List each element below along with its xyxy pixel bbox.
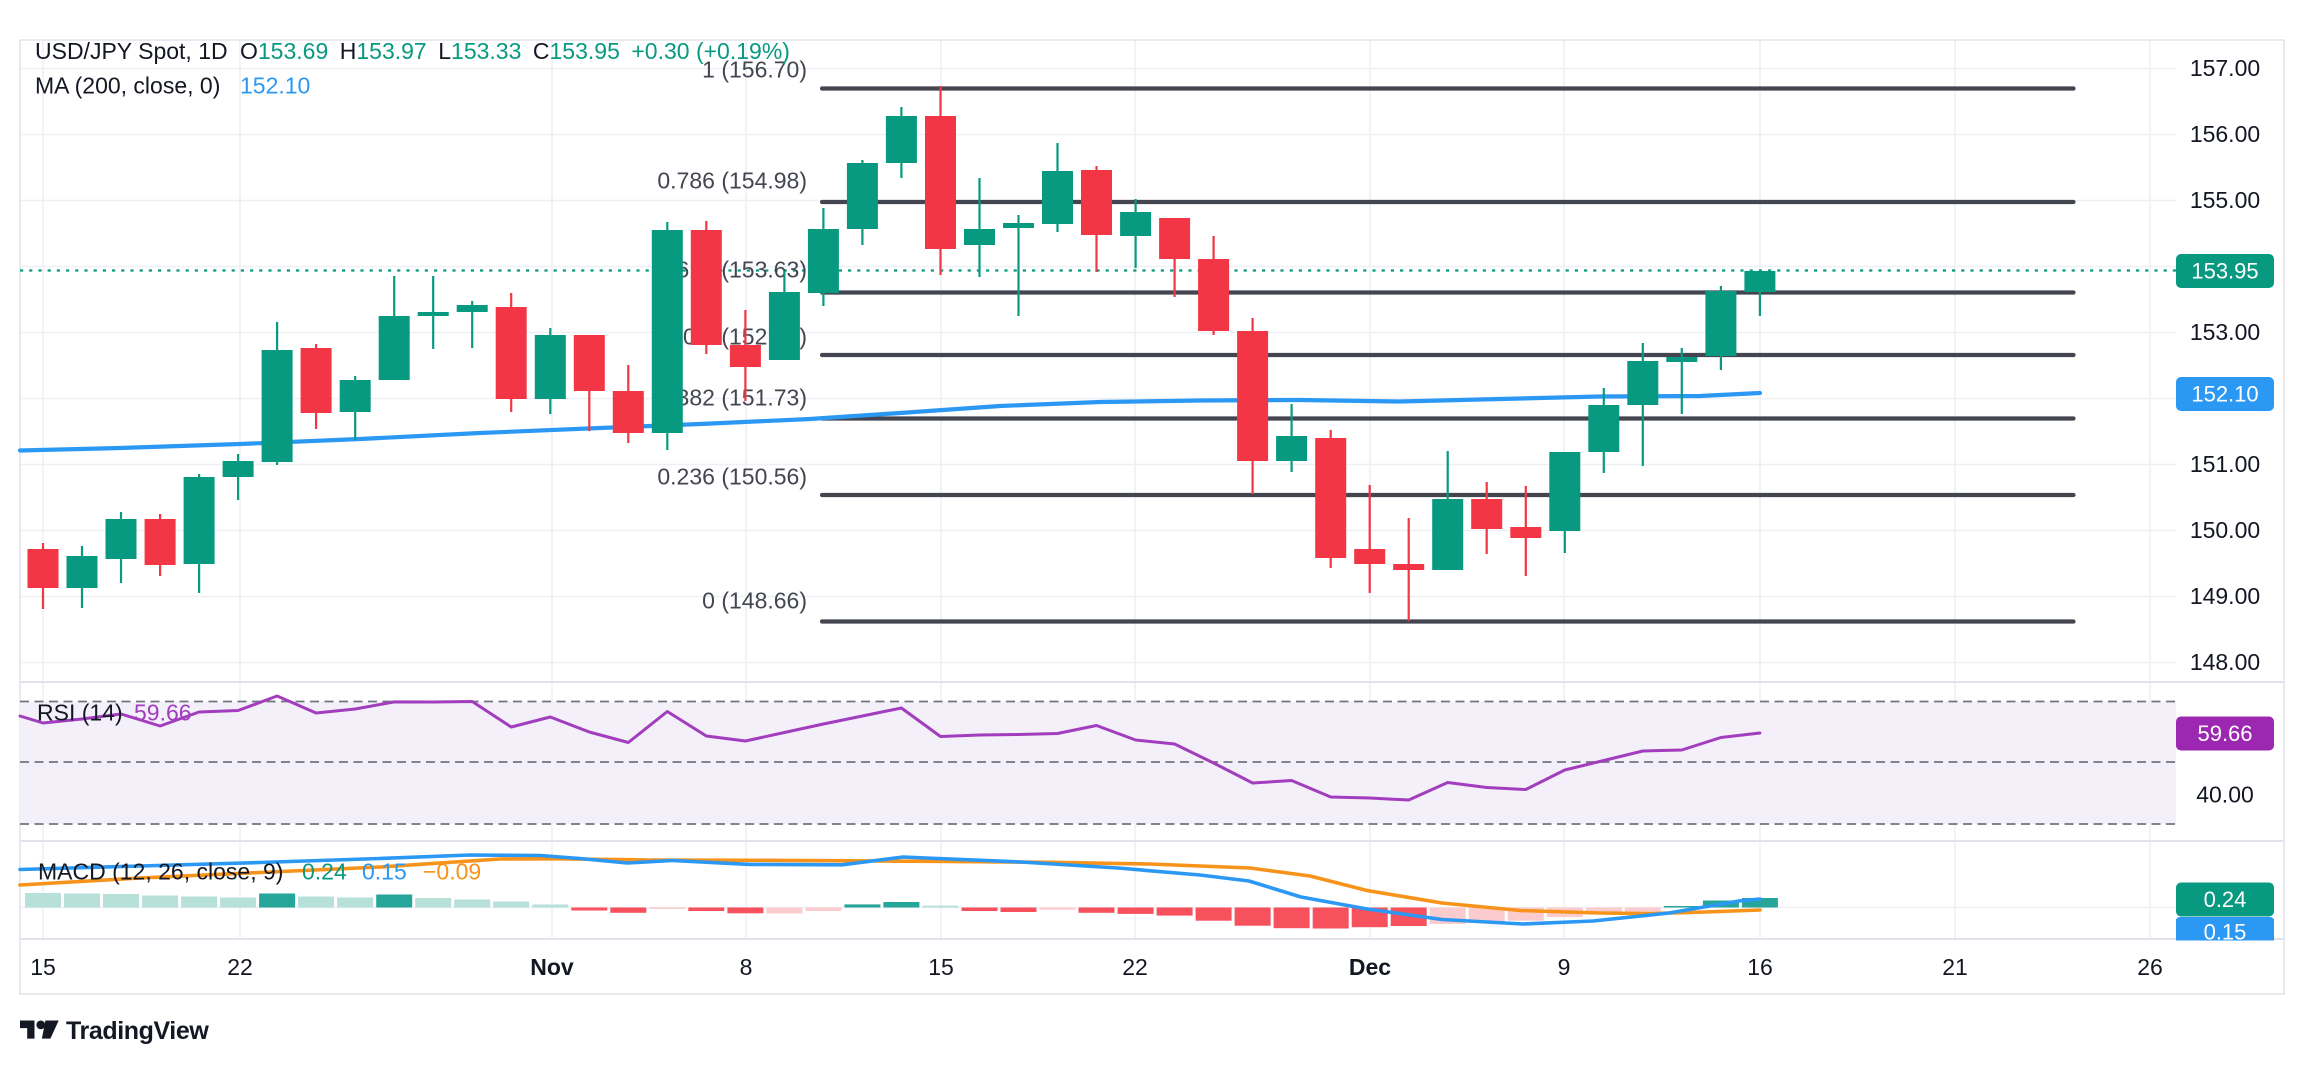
svg-text:8: 8 <box>740 954 753 980</box>
svg-text:151.00: 151.00 <box>2190 451 2260 477</box>
svg-text:152.10: 152.10 <box>2191 382 2258 407</box>
svg-text:153.95: 153.95 <box>2191 259 2258 284</box>
svg-text:22: 22 <box>1122 954 1148 980</box>
svg-text:157.00: 157.00 <box>2190 55 2260 81</box>
svg-text:59.66: 59.66 <box>134 700 192 726</box>
svg-text:−0.09: −0.09 <box>423 859 481 885</box>
svg-text:0.24: 0.24 <box>2204 887 2247 912</box>
svg-text:0.786 (154.98): 0.786 (154.98) <box>657 168 807 194</box>
svg-text:MACD (12, 26, close, 9): MACD (12, 26, close, 9) <box>38 859 283 885</box>
svg-text:O153.69 H153.97 L153.33 C153.9: O153.69 H153.97 L153.33 C153.95 +0.30 (+… <box>240 38 790 64</box>
svg-text:RSI (14): RSI (14) <box>37 700 123 726</box>
svg-text:0.24: 0.24 <box>302 859 347 885</box>
svg-text:16: 16 <box>1747 954 1773 980</box>
svg-text:156.00: 156.00 <box>2190 121 2260 147</box>
svg-text:0.15: 0.15 <box>362 859 407 885</box>
svg-text:USD/JPY Spot, 1D: USD/JPY Spot, 1D <box>35 38 228 64</box>
svg-text:148.00: 148.00 <box>2190 649 2260 675</box>
svg-text:0.15: 0.15 <box>2204 920 2247 945</box>
svg-text:9: 9 <box>1558 954 1571 980</box>
svg-text:0 (148.66): 0 (148.66) <box>702 588 807 614</box>
svg-text:Nov: Nov <box>530 954 574 980</box>
svg-text:153.00: 153.00 <box>2190 319 2260 345</box>
svg-text:TradingView: TradingView <box>66 1017 209 1045</box>
svg-text:59.66: 59.66 <box>2197 721 2252 746</box>
svg-text:Dec: Dec <box>1349 954 1391 980</box>
svg-text:149.00: 149.00 <box>2190 583 2260 609</box>
svg-text:MA (200, close, 0): MA (200, close, 0) <box>35 73 220 99</box>
svg-text:152.10: 152.10 <box>240 73 310 99</box>
svg-text:26: 26 <box>2137 954 2163 980</box>
svg-text:0.236 (150.56): 0.236 (150.56) <box>657 464 807 490</box>
svg-text:22: 22 <box>227 954 253 980</box>
svg-text:155.00: 155.00 <box>2190 187 2260 213</box>
svg-text:21: 21 <box>1942 954 1968 980</box>
svg-text:15: 15 <box>30 954 56 980</box>
svg-text:15: 15 <box>928 954 954 980</box>
svg-text:40.00: 40.00 <box>2196 782 2254 808</box>
svg-text:1 (156.70): 1 (156.70) <box>702 57 807 83</box>
svg-text:150.00: 150.00 <box>2190 517 2260 543</box>
